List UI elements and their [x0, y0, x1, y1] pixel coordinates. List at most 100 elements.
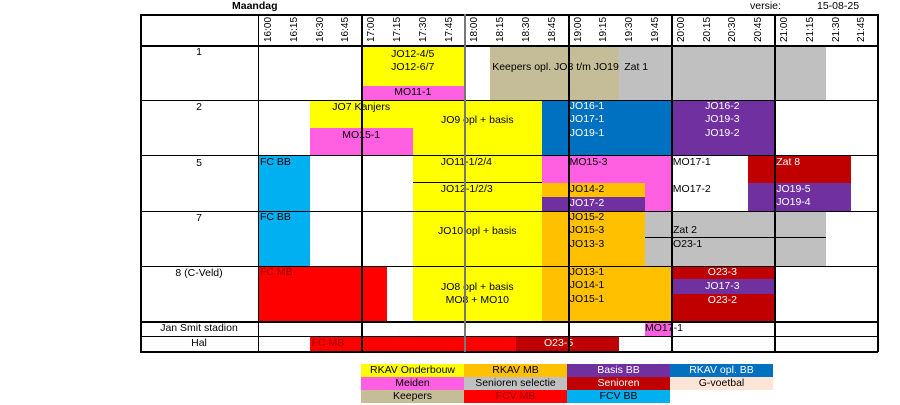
time-label: 16:30 — [310, 16, 335, 44]
time-label: 17:30 — [413, 17, 438, 44]
time-label: 16:45 — [335, 17, 360, 44]
slot-o23-3[interactable]: O23-3 — [670, 266, 774, 279]
slot-blue[interactable]: JO16-1 JO17-1 JO19-1 — [541, 100, 671, 155]
time-text: 16:15 — [288, 16, 300, 42]
team-label: JO19-2 — [705, 127, 740, 139]
slot-fcbb-7[interactable]: FC BB — [258, 211, 310, 266]
team-label: O23-2 — [707, 294, 737, 306]
time-label: 19:00 — [568, 16, 593, 44]
team-label: MO17-1 — [672, 156, 711, 168]
time-label: 20:00 — [671, 17, 696, 44]
team-label: JO17-1 — [569, 113, 605, 125]
time-text: 17:15 — [392, 16, 403, 42]
row-label: 8 (C-Veld) — [175, 267, 223, 279]
team-label: FC MB — [260, 266, 293, 278]
slot-mo17[interactable]: MO17-1 MO17-2 — [671, 156, 748, 211]
grid-line — [258, 14, 259, 352]
legend-item: RKAV Onderbouw — [361, 364, 464, 377]
team-label: JO19-3 — [705, 113, 740, 125]
row-label: 5 — [196, 157, 202, 169]
version-label: versie: — [750, 0, 781, 12]
slot-zat8[interactable]: Zat 8 — [748, 156, 852, 183]
version-date: 15-08-25 — [817, 0, 860, 12]
time-text: 19:00 — [572, 16, 584, 42]
slot-jo17-3[interactable]: JO17-3 — [670, 279, 774, 294]
time-label: 20:15 — [697, 16, 722, 44]
slot-jo12b[interactable]: JO12-1/2/3 — [412, 183, 542, 211]
slot-jo10[interactable]: JO10 opl + basis — [412, 211, 542, 266]
slot-mo15-3[interactable]: MO15-3 — [568, 156, 645, 183]
team-label: JO17-2 — [569, 197, 605, 209]
slot-jo8[interactable]: JO8 opl + basis MO8 + MO10 — [412, 266, 542, 321]
slot-keepers[interactable]: Keepers opl. JO8 t/m JO19 — [490, 45, 620, 100]
time-text: 18:45 — [546, 16, 558, 42]
team-label: JO13-3 — [569, 238, 605, 250]
grid-line — [140, 14, 878, 16]
slot-mo11[interactable]: MO11-1 — [361, 86, 465, 100]
team-label: O23-3 — [707, 266, 737, 278]
slot-mo17-js[interactable]: MO17-1 — [645, 322, 683, 336]
grid-line — [140, 14, 142, 352]
team-label: JO16-1 — [569, 100, 605, 112]
time-label: 21:30 — [826, 16, 851, 44]
time-label: 16:00 — [258, 16, 283, 44]
time-text: 18:15 — [495, 16, 507, 42]
slot-jo11[interactable]: JO11-1/2/4 — [412, 156, 542, 183]
time-text: 21:15 — [804, 16, 816, 42]
slot-fcbb[interactable]: FC BB — [258, 156, 310, 211]
team-label: O23-1 — [673, 238, 703, 250]
row-label: 1 — [196, 46, 202, 58]
legend-item: G-voetbal — [670, 377, 773, 390]
slot-orange-7[interactable]: JO15-2 JO15-3 JO13-3 — [541, 211, 645, 266]
slot-jo17-2[interactable]: JO17-2 — [541, 197, 645, 211]
row-label: 2 — [196, 101, 202, 113]
slot-jo12[interactable]: JO12-4/5 JO12-6/7 — [361, 45, 465, 86]
team-label: O23-5 — [544, 337, 574, 349]
legend-item: Senioren — [567, 377, 670, 390]
time-text: 17:00 — [366, 16, 378, 42]
team-label: JO14-1 — [569, 279, 605, 291]
time-label: 20:30 — [722, 17, 747, 44]
row-label: Hal — [191, 337, 207, 349]
row-label: Jan Smit stadion — [160, 322, 238, 334]
row-label: 7 — [196, 212, 202, 224]
team-label: JO19-5 — [776, 183, 811, 195]
slot-zat2[interactable]: Zat 2 — [645, 211, 826, 238]
slot-jo14-2[interactable]: JO14-2 — [541, 183, 645, 197]
slot-zat1[interactable]: Zat 1 — [619, 45, 826, 100]
slot-o23-1[interactable]: O23-1 — [645, 238, 826, 266]
slot-orange-8[interactable]: JO13-1 JO14-1 JO15-1 — [541, 266, 671, 321]
team-label: JO10 opl + basis — [438, 225, 517, 237]
time-label: 17:45 — [439, 17, 464, 44]
time-label: 21:00 — [774, 17, 799, 44]
time-text: 21:45 — [856, 16, 868, 42]
time-text: 20:15 — [701, 16, 713, 42]
team-label: JO15-1 — [569, 293, 605, 305]
legend-item: Meiden — [361, 377, 464, 390]
team-label: MO15-3 — [569, 156, 608, 168]
slot-o23-2[interactable]: O23-2 — [670, 294, 774, 321]
time-text: 16:00 — [263, 16, 274, 42]
slot-hal-fcmb[interactable]: FC MB — [309, 337, 516, 351]
team-label: JO13-1 — [569, 266, 605, 278]
slot-fcmb[interactable]: FC MB — [258, 266, 387, 321]
slot-jo9[interactable]: JO9 opl + basis — [412, 100, 542, 155]
team-label: JO12-6/7 — [391, 61, 435, 73]
time-text: 19:30 — [624, 16, 636, 42]
time-label: 21:45 — [851, 16, 876, 44]
legend-item: RKAV MB — [464, 364, 567, 377]
team-label: MO8 + MO10 — [445, 294, 509, 306]
team-label: JO14-2 — [569, 183, 605, 195]
time-text: 16:30 — [314, 16, 326, 42]
slot-purple[interactable]: JO16-2 JO19-3 JO19-2 — [670, 100, 774, 155]
time-text: 21:30 — [830, 16, 842, 42]
team-label: JO8 opl + basis — [440, 281, 514, 293]
time-label: 18:30 — [516, 17, 541, 44]
slot-jo19[interactable]: JO19-5 JO19-4 — [748, 183, 852, 211]
team-label: JO12-4/5 — [391, 48, 435, 60]
time-label: 17:15 — [387, 16, 412, 44]
grid-line — [140, 336, 878, 337]
team-label: FC BB — [260, 156, 291, 168]
team-label: Zat 8 — [776, 156, 801, 168]
